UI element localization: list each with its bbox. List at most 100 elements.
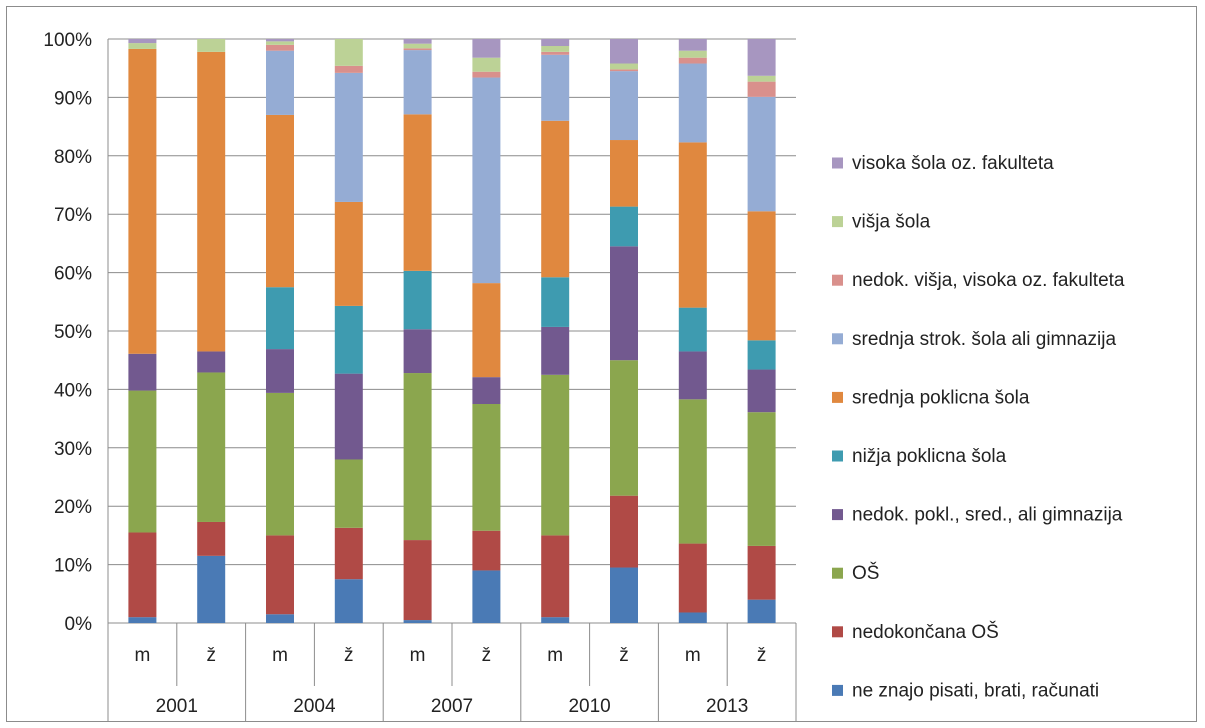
bar-segment [472,57,501,72]
bar-segment [403,620,432,623]
bar-segment [334,305,363,374]
y-tick-label: 10% [54,556,92,577]
legend-swatch [832,450,843,462]
bar-segment [334,527,363,580]
bar-segment [747,75,776,82]
bar-segment [678,351,707,400]
bar-segment [334,39,363,66]
bar-segment [403,114,432,271]
legend-label: srednja poklicna šola [852,387,1030,408]
bar-segment [541,374,570,536]
bar-segment [128,43,157,49]
bar-segment [541,326,570,375]
x-tick-label: ž [206,645,216,666]
bar-segment [403,39,432,44]
bar-segment [678,399,707,544]
bar-segment [541,54,570,121]
y-tick-label: 0% [65,614,93,635]
bar-segment [747,599,776,623]
bar-segment [266,41,294,45]
bar-segment [678,63,707,143]
x-tick-label: m [272,645,288,666]
bar-segment [678,543,707,613]
bar-segment [197,372,226,522]
y-tick-label: 40% [54,380,92,401]
bar-segment [610,69,638,72]
bar-segment [403,43,432,49]
x-tick-label: m [685,645,701,666]
bar-segment [747,96,776,212]
bar-segment [472,71,501,78]
bar-segment [128,390,157,533]
bar-segment [197,555,226,623]
y-tick-label: 70% [54,205,92,226]
y-tick-label: 60% [54,264,92,285]
x-tick-label: ž [757,645,767,666]
bar-segment [334,579,363,623]
legend-label: nedokončana OŠ [852,621,999,643]
bar-segment [541,535,570,618]
bar-segment [610,495,638,568]
bar-segment [472,570,501,623]
bar-segment [610,360,638,496]
x-tick-label: ž [619,645,629,666]
bar-segment [678,612,707,623]
x-tick-label: ž [344,645,354,666]
bar-segment [541,39,570,47]
bar-segment [747,369,776,413]
bar-segment [128,353,157,391]
bar-segment [678,142,707,308]
legend-swatch [832,391,843,403]
legend-swatch [832,216,843,228]
y-tick-label: 30% [54,439,92,460]
bar-segment [197,39,226,52]
bar-segment [541,277,570,327]
legend-label: nedok. pokl., sred., ali gimnazija [852,505,1123,526]
bar-segment [541,51,570,55]
bar-segment [266,287,294,350]
bar-segment [541,46,570,52]
bar-segment [610,206,638,247]
bar-segment [472,283,501,378]
bar-segment [747,211,776,341]
legend-swatch [832,567,843,579]
bar-segment [334,459,363,528]
legend-label: visoka šola oz. fakulteta [852,153,1054,174]
bar-segment [403,329,432,374]
y-tick-label: 80% [54,147,92,168]
bar-segment [403,373,432,541]
bar-segment [610,567,638,623]
bar-segment [403,48,432,51]
legend-label: ne znajo pisati, brati, računati [852,680,1099,701]
bar-segment [334,65,363,73]
bar-segment [128,617,157,623]
group-label: 2007 [431,696,473,717]
bar-segment [266,114,294,288]
bar-segment [334,201,363,306]
group-label: 2010 [568,696,610,717]
x-tick-label: m [547,645,563,666]
bar-segment [541,120,570,278]
y-tick-label: 20% [54,497,92,518]
bar-segment [610,246,638,361]
bar-segment [197,51,226,352]
x-tick-label: ž [482,645,492,666]
bar-segment [678,307,707,352]
bar-segment [266,50,294,115]
bar-segment [610,63,638,70]
bar-segment [197,351,226,373]
bar-segment [472,404,501,531]
bar-segment [472,377,501,404]
bar-segment [266,392,294,536]
bar-segment [472,77,501,284]
legend-swatch [832,333,843,345]
y-tick-label: 90% [54,88,92,109]
group-label: 2013 [706,696,748,717]
bar-segment [610,71,638,141]
bar-segment [610,140,638,207]
bar-segment [403,270,432,330]
bar-segment [197,521,226,556]
x-tick-label: m [134,645,150,666]
bar-segment [403,50,432,115]
bar-segment [266,535,294,615]
